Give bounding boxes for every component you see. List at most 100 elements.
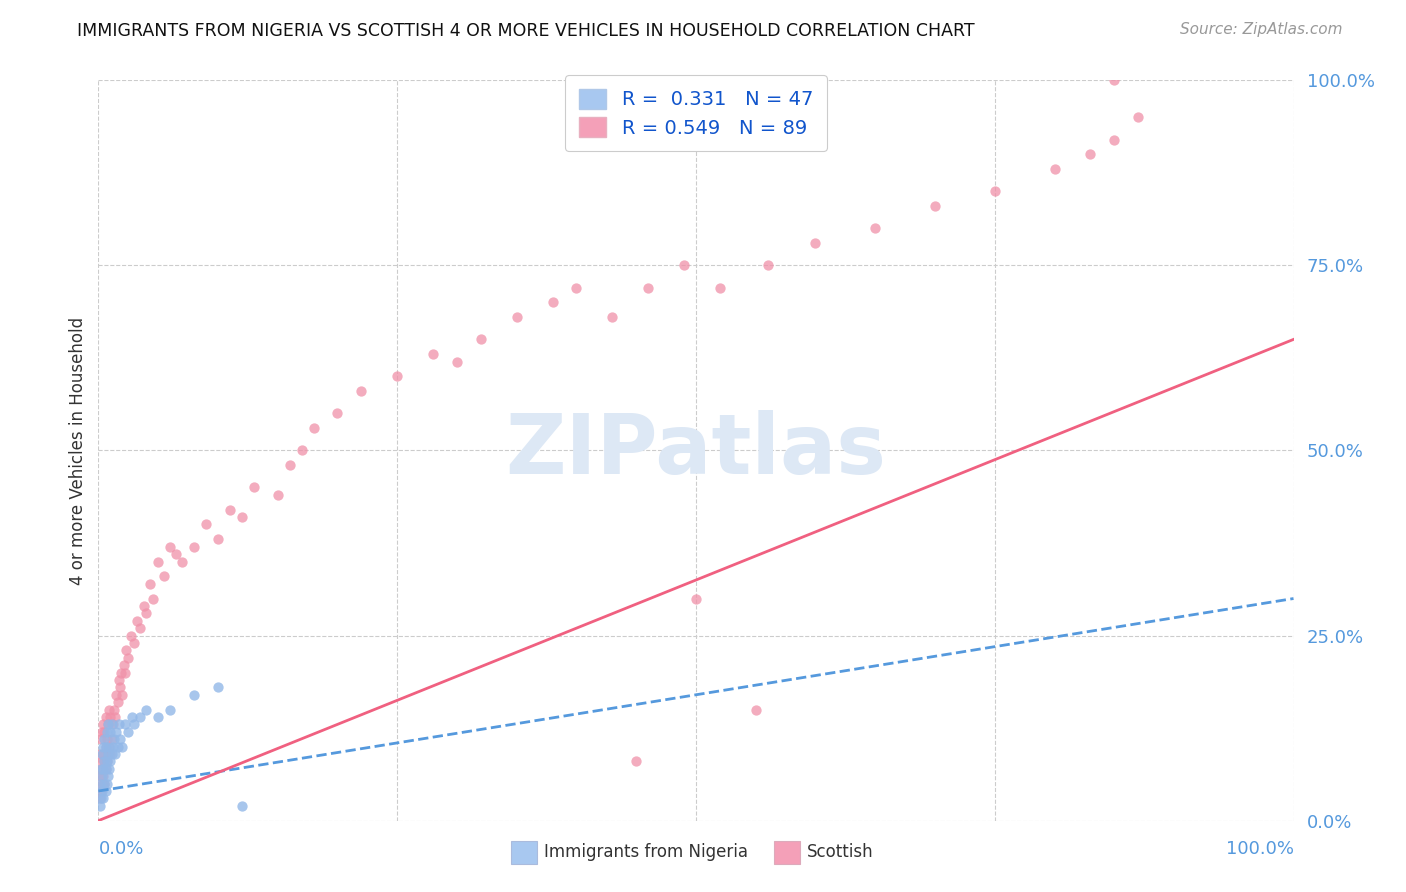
Text: 100.0%: 100.0% xyxy=(1226,840,1294,858)
Point xyxy=(107,673,129,687)
Point xyxy=(93,755,115,769)
Point xyxy=(135,607,157,621)
Point xyxy=(148,710,170,724)
Point xyxy=(1104,132,1126,146)
Point xyxy=(94,762,117,776)
Point xyxy=(91,747,114,761)
Point xyxy=(129,710,152,724)
Point xyxy=(111,739,134,754)
Point xyxy=(115,643,138,657)
Point xyxy=(96,724,118,739)
Point xyxy=(98,703,121,717)
Point xyxy=(120,628,142,642)
Point xyxy=(96,776,118,791)
Point xyxy=(231,510,253,524)
Point xyxy=(756,259,779,273)
Point xyxy=(90,762,112,776)
Point xyxy=(243,480,266,494)
Point xyxy=(117,724,139,739)
Point xyxy=(125,614,148,628)
Point xyxy=(90,791,112,805)
Point xyxy=(89,791,111,805)
Point xyxy=(101,739,124,754)
Point xyxy=(91,784,114,798)
Point xyxy=(139,576,162,591)
Point xyxy=(96,755,118,769)
Point xyxy=(124,717,146,731)
Point xyxy=(267,488,290,502)
Point xyxy=(96,732,118,747)
Point xyxy=(91,791,114,805)
Point xyxy=(446,354,468,368)
Text: Immigrants from Nigeria: Immigrants from Nigeria xyxy=(544,844,748,862)
Point xyxy=(121,710,143,724)
Point xyxy=(541,295,564,310)
Point xyxy=(89,747,111,761)
Point xyxy=(107,695,129,709)
Point xyxy=(98,762,121,776)
Point xyxy=(94,762,117,776)
Point xyxy=(183,540,205,554)
Text: 0.0%: 0.0% xyxy=(98,840,143,858)
Point xyxy=(114,665,136,680)
Point xyxy=(159,703,181,717)
Point xyxy=(135,703,157,717)
Point xyxy=(984,184,1007,198)
Point xyxy=(385,369,409,384)
Point xyxy=(101,717,124,731)
Point xyxy=(924,199,946,213)
Point xyxy=(90,762,112,776)
Point xyxy=(195,517,218,532)
Point xyxy=(91,762,114,776)
Point xyxy=(291,443,314,458)
Point xyxy=(94,710,117,724)
Point xyxy=(422,347,444,361)
Point xyxy=(183,688,205,702)
Point xyxy=(98,739,121,754)
Point xyxy=(112,658,135,673)
Point xyxy=(231,798,253,813)
Point xyxy=(207,681,229,695)
Bar xyxy=(510,841,537,863)
Point xyxy=(97,769,120,783)
Point xyxy=(159,540,181,554)
Text: Source: ZipAtlas.com: Source: ZipAtlas.com xyxy=(1180,22,1343,37)
Point xyxy=(637,280,659,294)
Point xyxy=(98,710,122,724)
Point xyxy=(104,747,127,761)
Point xyxy=(506,310,529,325)
Point xyxy=(93,776,115,791)
Point xyxy=(100,717,122,731)
Point xyxy=(302,421,325,435)
Point xyxy=(93,724,115,739)
Point xyxy=(1128,111,1150,125)
Point xyxy=(93,732,115,747)
Point xyxy=(98,747,122,761)
Point xyxy=(93,755,115,769)
Point xyxy=(91,776,114,791)
Point xyxy=(93,776,115,791)
Text: Scottish: Scottish xyxy=(807,844,873,862)
Point xyxy=(89,776,111,791)
Point xyxy=(103,703,125,717)
Point xyxy=(470,332,492,346)
Point xyxy=(98,724,122,739)
Point xyxy=(108,732,131,747)
Point xyxy=(103,732,125,747)
Point xyxy=(1043,162,1066,177)
Point xyxy=(97,717,120,731)
Point xyxy=(98,739,121,754)
Point xyxy=(89,798,111,813)
Point xyxy=(105,688,128,702)
Point xyxy=(804,236,827,251)
Point xyxy=(104,710,127,724)
Point xyxy=(278,458,301,473)
Point xyxy=(91,724,114,739)
Point xyxy=(108,681,131,695)
Legend: R =  0.331   N = 47, R = 0.549   N = 89: R = 0.331 N = 47, R = 0.549 N = 89 xyxy=(565,75,827,152)
Point xyxy=(105,724,128,739)
Point xyxy=(97,717,120,731)
Point xyxy=(685,591,707,606)
Point xyxy=(114,717,136,731)
Point xyxy=(91,747,114,761)
